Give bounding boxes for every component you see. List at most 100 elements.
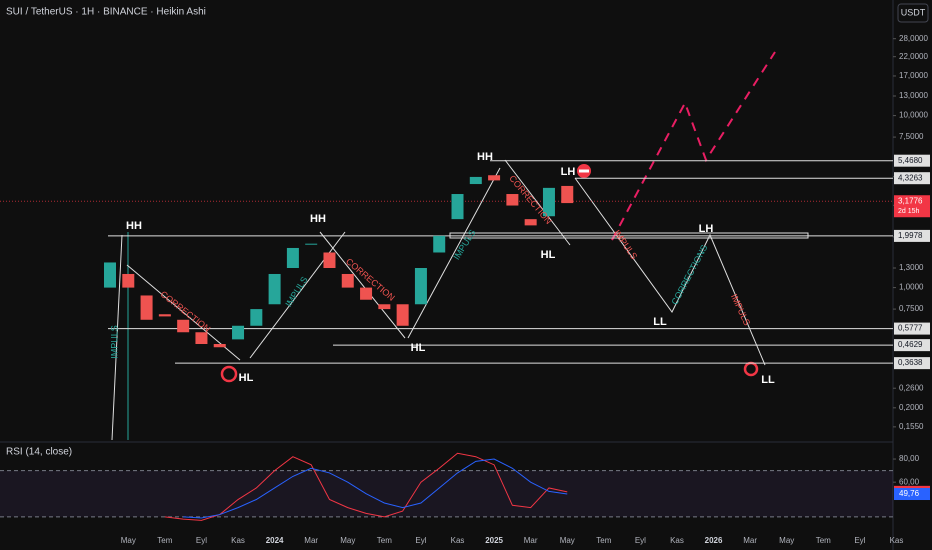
level-badge (894, 322, 930, 335)
candle-body (305, 243, 318, 245)
x-tick-label: Tem (596, 536, 611, 545)
y-tick-label: 0,1550 (899, 422, 924, 431)
y-tick-label: 22,0000 (899, 52, 928, 61)
candle-body (561, 185, 574, 204)
rsi-tick-label: 60,00 (899, 477, 920, 486)
candle-body (414, 268, 427, 305)
x-tick-label: Mar (524, 536, 538, 545)
x-tick-label: Tem (816, 536, 831, 545)
candle-body (158, 314, 171, 317)
x-tick-label: Mar (304, 536, 318, 545)
candle-body (140, 295, 153, 320)
y-tick-label: 13,0000 (899, 91, 928, 100)
level-label: 0,4629 (898, 340, 923, 349)
annotation: IMPULS (109, 325, 119, 359)
x-tick-label: May (121, 536, 136, 545)
rsi-band (0, 470, 893, 517)
level-label: 4,3263 (898, 173, 923, 182)
y-tick-label: 28,0000 (899, 34, 928, 43)
annotation: HH (126, 220, 142, 232)
annotation: HL (239, 372, 254, 384)
annotation: LL (761, 374, 775, 386)
candle-body (195, 332, 208, 344)
candle-body (360, 287, 373, 300)
annotation: HH (477, 151, 493, 163)
x-tick-label: Kas (890, 536, 904, 545)
candle-body (542, 187, 555, 217)
stop-icon-bar (579, 169, 589, 173)
y-tick-label: 17,0000 (899, 71, 928, 80)
x-tick-label: Kas (451, 536, 465, 545)
x-tick-label: Tem (157, 536, 172, 545)
candle-body (286, 247, 299, 269)
y-tick-label: 1,3000 (899, 263, 924, 272)
annotation: HL (411, 342, 426, 354)
candle-body (250, 309, 263, 326)
trend-line (111, 234, 123, 441)
y-tick-label: 10,0000 (899, 111, 928, 120)
countdown: 2d 15h (898, 208, 920, 215)
x-tick-label: Mar (743, 536, 757, 545)
last-price-badge (894, 195, 930, 218)
candle-body (433, 235, 446, 253)
rsi-line (164, 452, 568, 521)
annotation: LL (653, 316, 667, 328)
rsi-badge-label: 49,76 (899, 489, 920, 498)
y-tick-label: 0,7500 (899, 304, 924, 313)
candle-body (213, 343, 226, 348)
candle-body (341, 273, 354, 288)
x-tick-label: Eyl (196, 536, 207, 545)
candle-body (177, 319, 190, 333)
candle-body (323, 252, 336, 269)
chart-title: SUI / TetherUS · 1H · BINANCE · Heikin A… (6, 7, 206, 18)
level-label: 1,9978 (898, 231, 923, 240)
trend-line (504, 159, 571, 246)
y-tick-label: 0,2600 (899, 383, 924, 392)
level-label: 0,5777 (898, 324, 923, 333)
x-tick-label: May (560, 536, 575, 545)
candle-body (469, 176, 482, 185)
level-label: 0,3638 (898, 358, 923, 367)
trend-line (407, 167, 501, 339)
x-tick-label: Kas (670, 536, 684, 545)
projection-dashed (611, 51, 776, 241)
candle-body (378, 304, 391, 310)
annotation: LH (561, 166, 576, 178)
trend-line (319, 231, 406, 339)
candle-body (104, 262, 116, 288)
annotation: LH (699, 223, 714, 235)
candle-body (506, 194, 519, 206)
level-label: 5,4680 (898, 156, 923, 165)
candle-body (122, 273, 135, 288)
x-tick-label: May (779, 536, 794, 545)
marker-circle (220, 365, 238, 383)
y-tick-label: 0,2000 (899, 403, 924, 412)
level-badge (894, 229, 930, 242)
rsi-tick-label: 80,00 (899, 454, 920, 463)
level-badge (894, 339, 930, 352)
level-badge (894, 172, 930, 185)
annotation: HL (541, 249, 556, 261)
candle-body (396, 304, 409, 326)
x-tick-label: Eyl (415, 536, 426, 545)
currency-button[interactable] (897, 3, 929, 23)
x-tick-label: 2024 (266, 536, 284, 545)
candle-body (524, 219, 537, 226)
rsi-title: RSI (14, close) (6, 447, 72, 458)
x-tick-label: 2025 (485, 536, 503, 545)
rsi-badge (894, 488, 930, 501)
y-tick-label: 1,0000 (899, 283, 924, 292)
projection-path (574, 177, 766, 366)
x-tick-label: Eyl (635, 536, 646, 545)
candle-body (232, 325, 245, 340)
x-tick-label: May (340, 536, 355, 545)
candle-body (451, 194, 464, 220)
last-price-label: 3,1776 (898, 196, 923, 205)
x-tick-label: Tem (377, 536, 392, 545)
annotation: HH (310, 213, 326, 225)
currency-label[interactable]: USDT (901, 7, 926, 17)
level-badge (894, 154, 930, 167)
level-badge (894, 357, 930, 370)
